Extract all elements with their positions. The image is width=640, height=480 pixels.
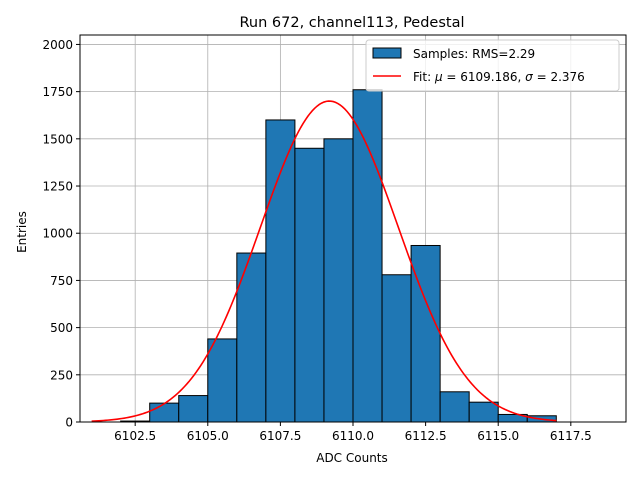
histogram-bar (439, 391, 470, 423)
x-tick-label: 6110.0 (332, 429, 374, 443)
histogram-bar (149, 402, 180, 423)
y-tick-label: 500 (50, 321, 73, 335)
histogram-bar (178, 395, 209, 423)
legend-fit-mu-value: = 6109.186, (443, 70, 526, 84)
x-tick-label: 6115.0 (477, 429, 519, 443)
x-tick-label: 6117.5 (550, 429, 592, 443)
legend-histogram-label: Samples: RMS=2.29 (413, 47, 535, 61)
x-tick-label: 6112.5 (405, 429, 447, 443)
y-tick-label: 0 (65, 416, 73, 430)
legend-fit-mu-symbol: μ (434, 70, 443, 84)
legend-fit-prefix: Fit: (413, 70, 435, 84)
y-tick-label: 250 (50, 368, 73, 382)
y-axis-ticks: 0 250 500 750 1000 1250 1500 1750 2000 (42, 38, 80, 430)
x-axis-title: ADC Counts (316, 451, 388, 465)
legend-fit-sigma-value: = 2.376 (533, 70, 585, 84)
x-tick-label: 6105.0 (187, 429, 229, 443)
histogram-bar (294, 147, 325, 423)
histogram-bar (352, 89, 383, 423)
x-tick-label: 6102.5 (114, 429, 156, 443)
legend-histogram-swatch (372, 47, 402, 59)
y-tick-label: 1250 (42, 180, 73, 194)
chart-title: Run 672, channel113, Pedestal (239, 15, 464, 31)
y-tick-label: 2000 (42, 38, 73, 52)
histogram-bar (265, 119, 296, 423)
y-axis-title: Entries (15, 211, 29, 253)
y-tick-label: 750 (50, 274, 73, 288)
histogram-bar (381, 274, 412, 423)
x-tick-label: 6107.5 (259, 429, 301, 443)
y-tick-label: 1750 (42, 85, 73, 99)
histogram-bars (120, 89, 557, 423)
histogram-bar (207, 338, 238, 423)
fit-curve (91, 100, 557, 422)
legend-box (365, 39, 620, 92)
histogram-bar (410, 244, 441, 423)
legend-fit-sigma-symbol: σ (525, 70, 533, 84)
legend-fit-label: Fit: μ = 6109.186, σ = 2.376 (413, 70, 585, 84)
histogram-bar (323, 138, 354, 423)
y-tick-label: 1500 (42, 132, 73, 146)
histogram-bar (468, 401, 499, 423)
x-axis-ticks: 6102.5 6105.0 6107.5 6110.0 6112.5 6115.0 6117… (114, 422, 592, 443)
legend: Samples: RMS=2.29 Fit: μ = 6109.186, σ =… (365, 39, 620, 92)
fit-curve-layer (91, 100, 557, 422)
y-tick-label: 1000 (42, 227, 73, 241)
